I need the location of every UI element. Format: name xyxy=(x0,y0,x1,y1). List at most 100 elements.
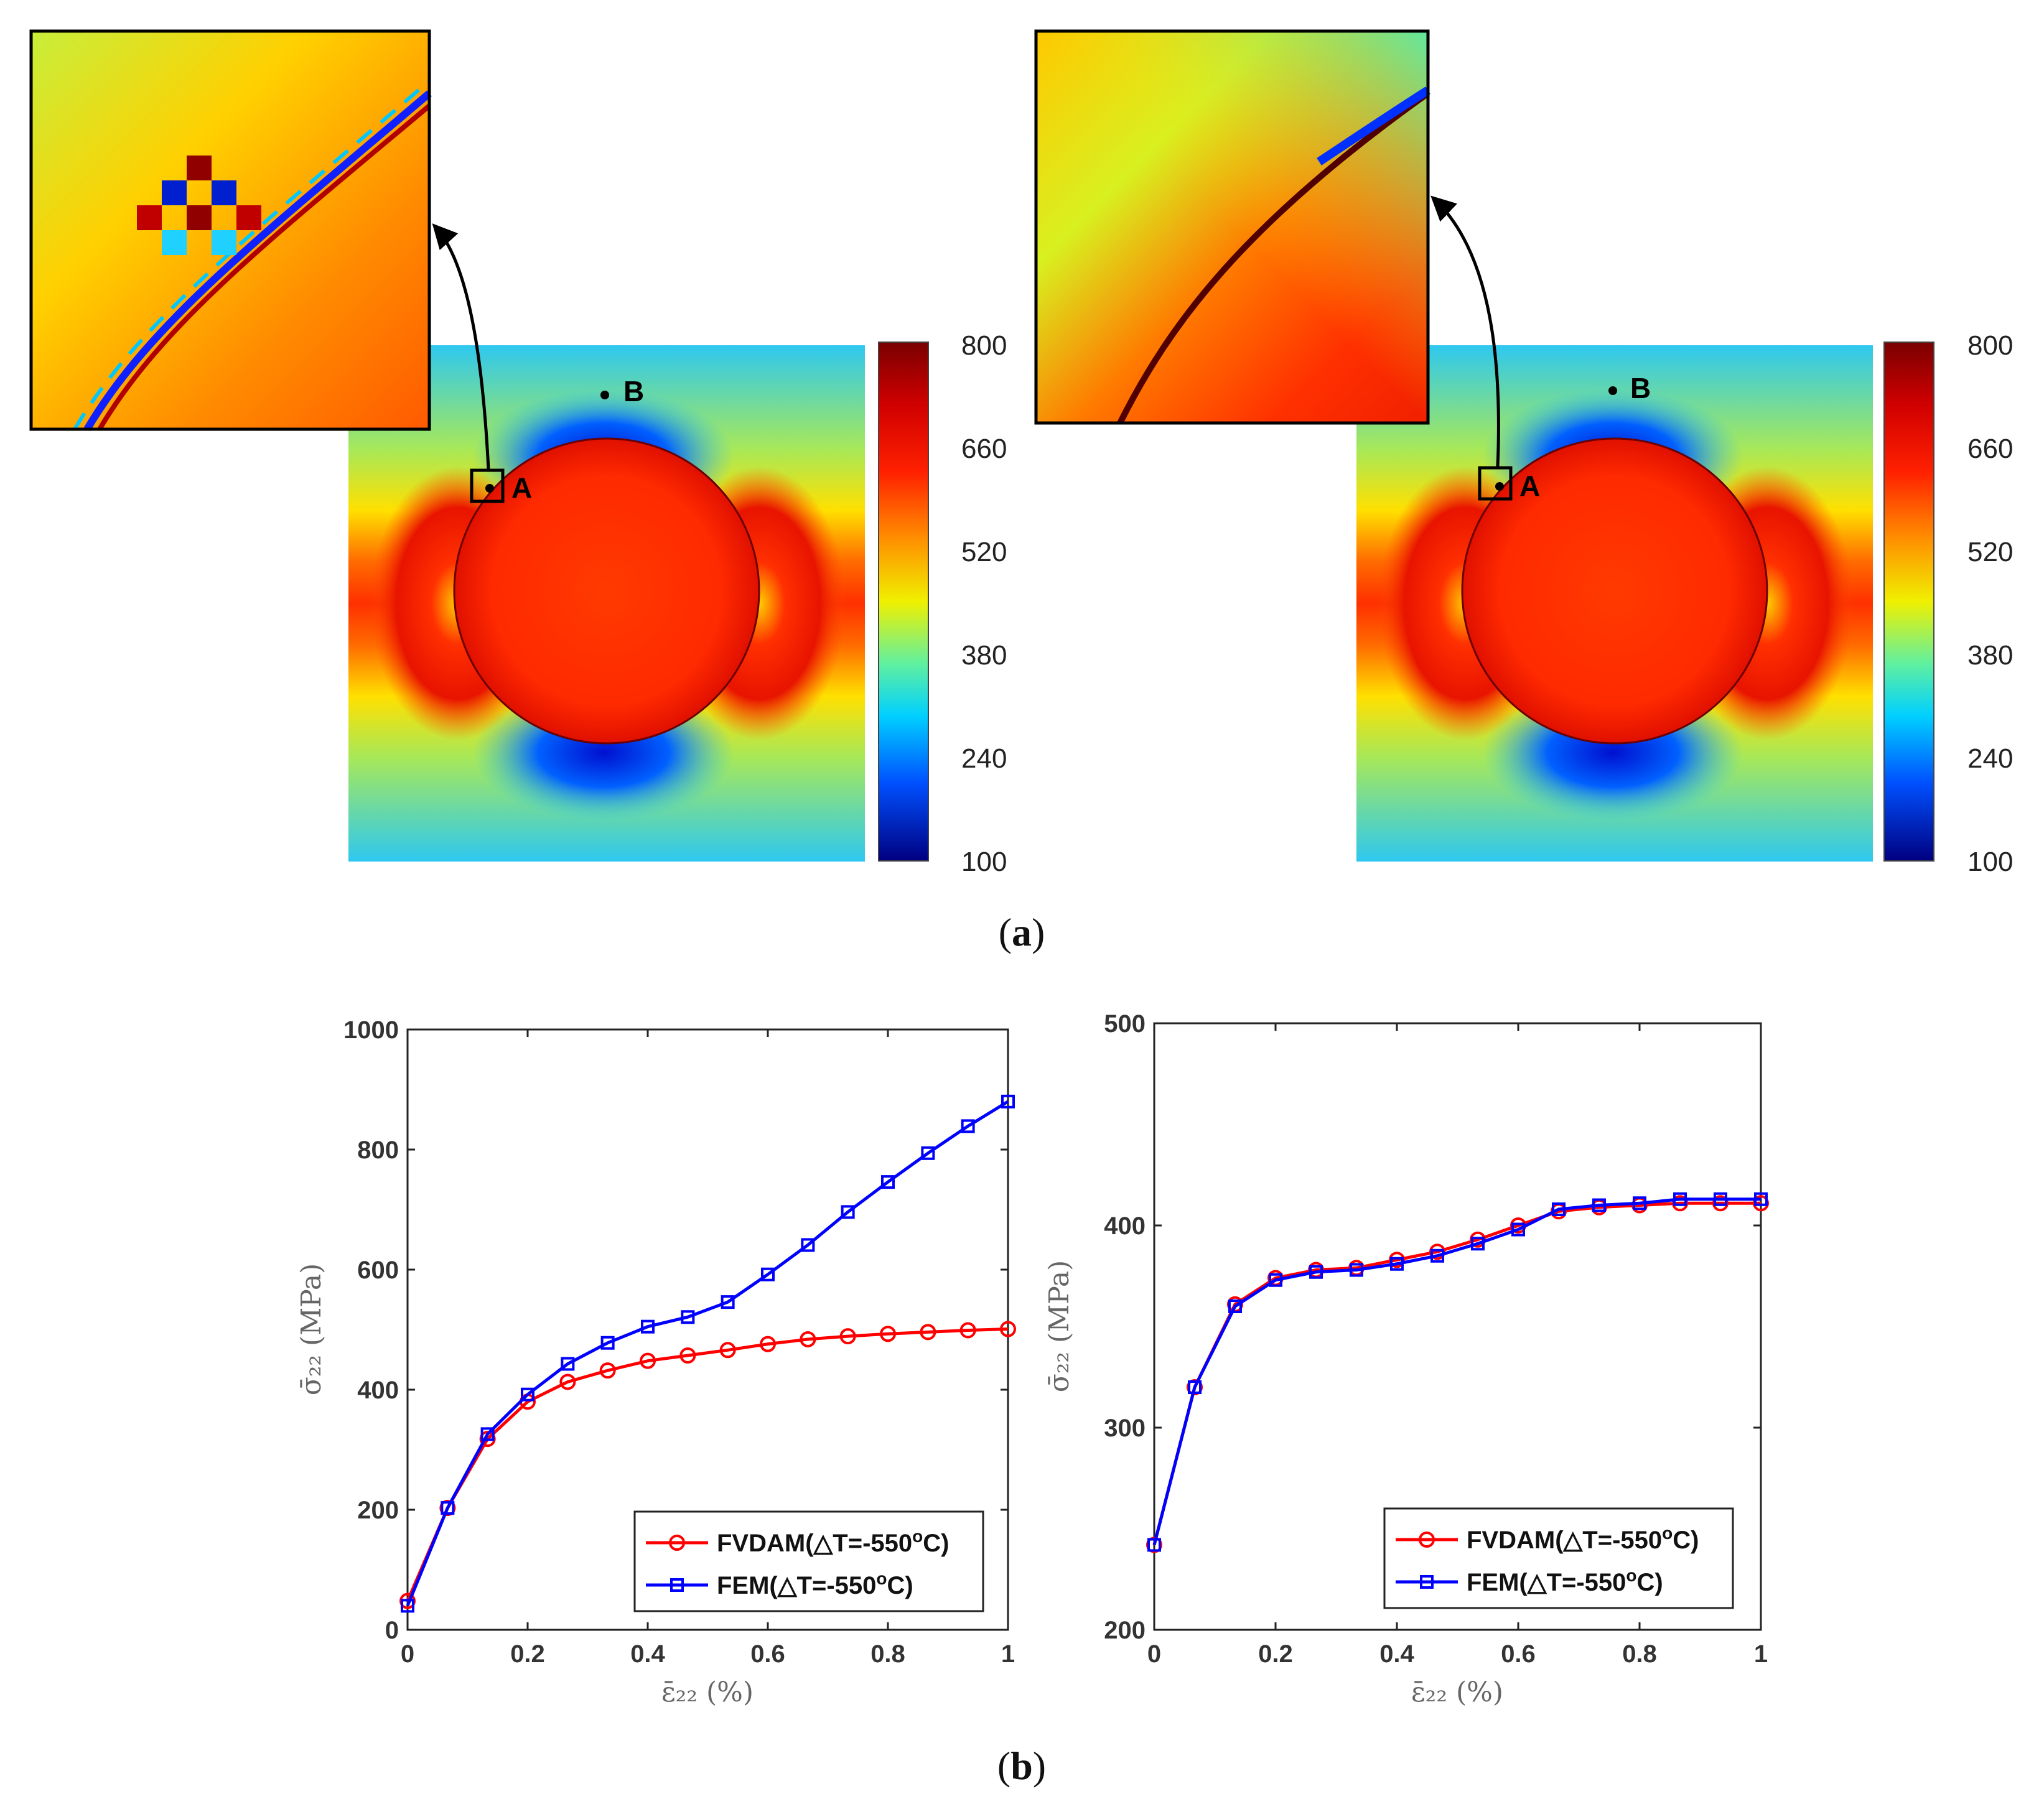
legend-label: FEM(△T=-550oC) xyxy=(717,1569,913,1600)
point-b-label: B xyxy=(1630,372,1651,404)
series-line xyxy=(406,1327,1009,1602)
point-b-dot xyxy=(1608,386,1617,395)
caption-a: (a) xyxy=(999,910,1045,954)
zoom-arrow xyxy=(432,223,490,470)
data-point xyxy=(1390,1257,1404,1271)
data-point xyxy=(640,1352,656,1369)
colorbar-tick: 100 xyxy=(1967,847,2013,877)
data-point xyxy=(521,1387,534,1402)
data-point xyxy=(1228,1299,1242,1313)
line-chart-right: 0 0.2 0.4 0.6 0.8 1 200 300 400 500 ε̄₂₂ (%) σ̄₂… xyxy=(1043,1010,1769,1708)
point-a-dot xyxy=(1495,482,1504,491)
legend-label: FVDAM(△T=-550oC) xyxy=(1467,1523,1699,1555)
point-b-dot xyxy=(600,391,609,399)
point-a-label: A xyxy=(511,472,532,504)
data-point xyxy=(441,1501,455,1515)
colorbar-tick: 660 xyxy=(961,434,1007,464)
data-point xyxy=(881,1175,895,1189)
data-point xyxy=(600,1336,615,1350)
point-a-label: A xyxy=(1519,470,1540,502)
colorbar-tick: 800 xyxy=(1967,330,2013,361)
data-point xyxy=(681,1310,695,1324)
legend-box xyxy=(633,1510,984,1612)
x-tick-label: 1 xyxy=(1001,1640,1015,1668)
point-a-box xyxy=(470,468,505,503)
data-point xyxy=(801,1238,815,1252)
x-tick-label: 1 xyxy=(1754,1640,1768,1668)
y-tick-label: 500 xyxy=(1104,1010,1146,1038)
x-axis-label: ε̄₂₂ (%) xyxy=(1411,1676,1503,1708)
x-ticks: 0 0.2 0.4 0.6 0.8 1 xyxy=(1147,1023,1768,1668)
y-tick-label: 0 xyxy=(385,1617,399,1644)
legend: FVDAM(△T=-550oC) FEM(△T=-550oC) xyxy=(633,1510,984,1612)
inclusion xyxy=(453,437,760,745)
data-point xyxy=(679,1347,696,1364)
y-tick-label: 400 xyxy=(1104,1212,1146,1240)
data-point xyxy=(1713,1192,1727,1206)
data-point xyxy=(1269,1273,1282,1287)
data-point xyxy=(921,1146,935,1160)
zoom-inset xyxy=(1034,29,1430,425)
x-tick-label: 0.2 xyxy=(510,1640,545,1668)
legend-marker xyxy=(1420,1575,1434,1589)
colorbar xyxy=(1883,342,1934,862)
data-point xyxy=(599,1362,616,1379)
y-tick-label: 300 xyxy=(1104,1415,1146,1442)
inclusion xyxy=(1461,437,1768,745)
data-point xyxy=(641,1319,655,1334)
data-point xyxy=(1592,1198,1606,1212)
data-point xyxy=(1188,1380,1202,1394)
point-b-label: B xyxy=(623,375,644,407)
checker-pattern xyxy=(137,156,261,255)
colorbar xyxy=(878,342,929,862)
data-point xyxy=(760,1336,776,1352)
line-chart-left: 0 0.2 0.4 0.6 0.8 1 0 200 400 600 800 1000 ε̄₂₂ (%… xyxy=(296,1016,1016,1708)
data-point xyxy=(1552,1202,1566,1216)
x-ticks: 0 0.2 0.4 0.6 0.8 1 xyxy=(401,1030,1015,1668)
data-point xyxy=(839,1328,856,1345)
contour-panel-right: A B 800 660 520 380 240 100 xyxy=(1034,29,2013,877)
x-tick-label: 0 xyxy=(401,1640,414,1668)
y-tick-label: 1000 xyxy=(343,1016,399,1044)
data-point xyxy=(561,1357,575,1371)
legend-box xyxy=(1383,1507,1734,1609)
data-point xyxy=(1511,1222,1525,1237)
colorbar-tick: 380 xyxy=(1967,640,2013,671)
series-line xyxy=(1152,1197,1761,1546)
colorbar-tick: 660 xyxy=(1967,434,2013,464)
series-line xyxy=(406,1100,1009,1607)
x-tick-label: 0.4 xyxy=(1379,1640,1414,1668)
x-tick-label: 0.6 xyxy=(750,1640,785,1668)
data-point xyxy=(1000,1321,1016,1337)
data-point xyxy=(961,1119,975,1133)
data-point xyxy=(841,1205,855,1219)
x-tick-label: 0 xyxy=(1147,1640,1161,1668)
caption-b: (b) xyxy=(997,1744,1046,1788)
x-tick-label: 0.2 xyxy=(1258,1640,1293,1668)
point-a-dot xyxy=(485,484,494,493)
x-tick-label: 0.8 xyxy=(1622,1640,1657,1668)
data-point xyxy=(880,1326,896,1342)
colorbar-tick: 520 xyxy=(961,537,1007,567)
data-point xyxy=(920,1324,936,1341)
y-axis-label: σ̄₂₂ (MPa) xyxy=(296,1263,327,1396)
data-point xyxy=(1147,1538,1161,1552)
legend-marker xyxy=(1419,1532,1435,1548)
y-tick-label: 400 xyxy=(357,1377,399,1404)
y-tick-label: 200 xyxy=(357,1497,399,1524)
legend: FVDAM(△T=-550oC) FEM(△T=-550oC) xyxy=(1383,1507,1734,1609)
data-point xyxy=(959,1322,976,1339)
data-point xyxy=(1430,1248,1445,1263)
colorbar-tick: 240 xyxy=(961,743,1007,774)
y-ticks: 200 300 400 500 xyxy=(1104,1010,1761,1644)
x-tick-label: 0.6 xyxy=(1501,1640,1536,1668)
zoom-arrow xyxy=(1430,195,1500,467)
y-ticks: 0 200 400 600 800 1000 xyxy=(343,1016,1008,1644)
data-point xyxy=(719,1342,736,1359)
y-axis-label: σ̄₂₂ (MPa) xyxy=(1043,1260,1075,1393)
data-point xyxy=(800,1331,816,1347)
data-point xyxy=(1001,1094,1015,1109)
data-point xyxy=(1633,1196,1646,1211)
point-a-box xyxy=(1478,466,1513,501)
